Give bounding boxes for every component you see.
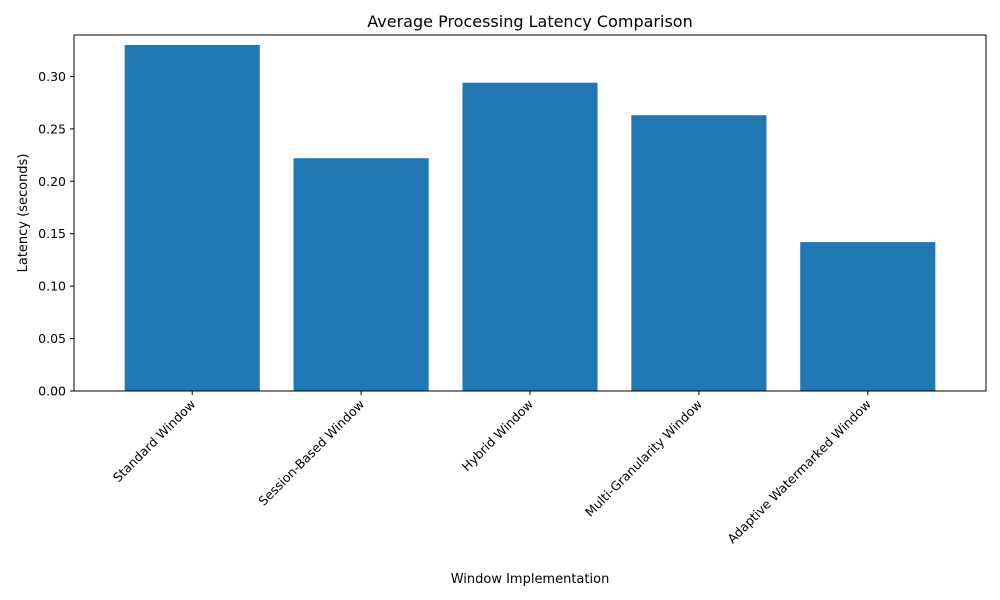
bar-session-based-window [293,158,429,391]
bar-standard-window [124,44,260,392]
y-tick-label: 0.00 [38,384,66,399]
y-tick-label: 0.30 [38,69,66,84]
x-tick-label: Multi-Granularity Window [582,397,705,520]
y-tick-label: 0.20 [38,174,66,189]
plot-frame [73,34,987,392]
y-tick-label: 0.05 [38,331,66,346]
x-tick-label: Hybrid Window [459,397,536,474]
bar-adaptive-watermarked-window [800,242,936,391]
y-tick-label: 0.10 [38,279,66,294]
x-tick-label: Adaptive Watermarked Window [724,397,874,547]
y-axis-label: Latency (seconds) [16,154,31,273]
x-tick-label: Standard Window [110,397,198,485]
y-tick-label: 0.25 [38,121,66,136]
chart-title: Average Processing Latency Comparison [367,12,692,31]
x-axis-label: Window Implementation [451,572,610,587]
y-axis: 0.00 0.05 0.10 0.15 0.20 0.25 0.30 [38,69,74,399]
bar-multi-granularity-window [631,115,767,392]
bar-hybrid-window [462,82,598,392]
x-axis: Standard Window Session-Based Window Hybri… [110,391,874,546]
x-tick-label: Session-Based Window [255,397,367,509]
bars-group [124,44,936,392]
y-tick-label: 0.15 [38,226,66,241]
